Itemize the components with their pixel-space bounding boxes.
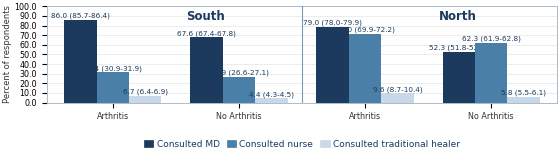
Bar	[442, 52, 475, 103]
Text: 31.4 (30.9-31.9): 31.4 (30.9-31.9)	[83, 65, 142, 72]
Text: South: South	[186, 10, 225, 23]
Text: 4.4 (4.3-4.5): 4.4 (4.3-4.5)	[249, 91, 294, 98]
Bar	[381, 93, 414, 103]
Text: 79.0 (78.0-79.9): 79.0 (78.0-79.9)	[303, 19, 362, 26]
Bar	[507, 97, 540, 103]
Text: 62.3 (61.9-62.8): 62.3 (61.9-62.8)	[462, 35, 521, 42]
Text: 5.8 (5.5-6.1): 5.8 (5.5-6.1)	[501, 90, 546, 96]
Text: 52.3 (51.8-52.7): 52.3 (51.8-52.7)	[430, 45, 488, 51]
Bar	[349, 34, 381, 103]
Text: North: North	[439, 10, 477, 23]
Text: 26.9 (26.6-27.1): 26.9 (26.6-27.1)	[209, 69, 268, 76]
Text: 71.0 (69.9-72.2): 71.0 (69.9-72.2)	[335, 27, 394, 33]
Bar	[255, 98, 288, 103]
Bar	[64, 20, 97, 103]
Text: 86.0 (85.7-86.4): 86.0 (85.7-86.4)	[51, 12, 110, 19]
Bar	[190, 38, 223, 103]
Bar	[475, 43, 507, 103]
Text: 6.7 (6.4-6.9): 6.7 (6.4-6.9)	[123, 89, 168, 95]
Text: 9.6 (8.7-10.4): 9.6 (8.7-10.4)	[372, 86, 422, 93]
Bar	[223, 77, 255, 103]
Bar	[97, 72, 129, 103]
Text: 67.6 (67.4-67.8): 67.6 (67.4-67.8)	[177, 30, 236, 37]
Legend: Consulted MD, Consulted nurse, Consulted traditional healer: Consulted MD, Consulted nurse, Consulted…	[140, 136, 464, 152]
Y-axis label: Percent of respondents: Percent of respondents	[3, 6, 12, 103]
Bar	[316, 27, 349, 103]
Bar	[129, 96, 161, 103]
